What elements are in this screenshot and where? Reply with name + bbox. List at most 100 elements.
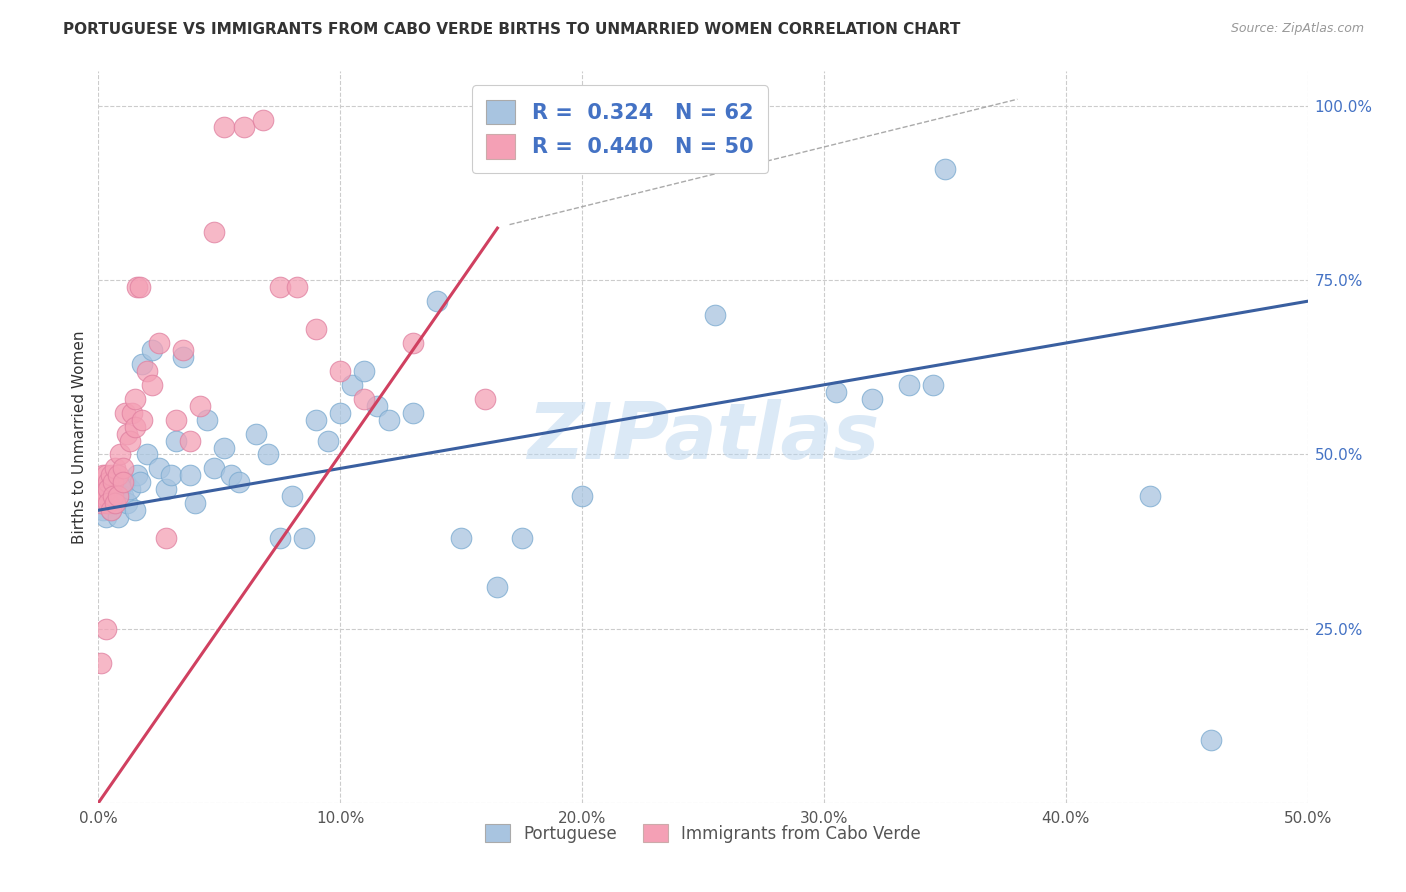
Point bbox=[127, 280, 149, 294]
Point bbox=[204, 225, 226, 239]
Point bbox=[131, 357, 153, 371]
Point bbox=[402, 406, 425, 420]
Point bbox=[100, 503, 122, 517]
Point bbox=[329, 406, 352, 420]
Point bbox=[94, 468, 117, 483]
Point bbox=[212, 120, 235, 134]
Point bbox=[90, 496, 112, 510]
Point bbox=[101, 483, 124, 497]
Point bbox=[212, 441, 235, 455]
Point bbox=[121, 406, 143, 420]
Point bbox=[94, 489, 117, 503]
Point bbox=[281, 489, 304, 503]
Point bbox=[353, 364, 375, 378]
Text: Source: ZipAtlas.com: Source: ZipAtlas.com bbox=[1230, 22, 1364, 36]
Point bbox=[97, 475, 120, 490]
Point bbox=[172, 350, 194, 364]
Point bbox=[252, 113, 274, 128]
Point bbox=[108, 483, 131, 497]
Point bbox=[188, 399, 211, 413]
Point bbox=[141, 343, 163, 357]
Point bbox=[97, 496, 120, 510]
Point bbox=[91, 483, 114, 497]
Point bbox=[165, 434, 187, 448]
Legend: Portuguese, Immigrants from Cabo Verde: Portuguese, Immigrants from Cabo Verde bbox=[479, 818, 927, 849]
Point bbox=[118, 434, 141, 448]
Point bbox=[426, 294, 449, 309]
Point bbox=[101, 489, 124, 503]
Point bbox=[124, 503, 146, 517]
Point bbox=[94, 510, 117, 524]
Point bbox=[316, 434, 339, 448]
Point bbox=[1199, 733, 1222, 747]
Point bbox=[108, 448, 131, 462]
Point bbox=[101, 475, 124, 490]
Point bbox=[232, 120, 254, 134]
Point bbox=[124, 392, 146, 406]
Point bbox=[366, 399, 388, 413]
Point bbox=[114, 406, 136, 420]
Point bbox=[285, 280, 308, 294]
Point bbox=[195, 412, 218, 426]
Point bbox=[860, 392, 883, 406]
Point bbox=[128, 280, 150, 294]
Point bbox=[91, 468, 114, 483]
Point bbox=[90, 657, 112, 671]
Point bbox=[165, 412, 187, 426]
Point bbox=[135, 364, 157, 378]
Point bbox=[117, 496, 139, 510]
Point bbox=[474, 392, 496, 406]
Text: PORTUGUESE VS IMMIGRANTS FROM CABO VERDE BIRTHS TO UNMARRIED WOMEN CORRELATION C: PORTUGUESE VS IMMIGRANTS FROM CABO VERDE… bbox=[63, 22, 960, 37]
Point bbox=[100, 503, 122, 517]
Point bbox=[228, 475, 250, 490]
Point bbox=[101, 496, 124, 510]
Point bbox=[107, 510, 129, 524]
Point bbox=[377, 412, 399, 426]
Point bbox=[571, 489, 593, 503]
Point bbox=[825, 384, 848, 399]
Point bbox=[921, 377, 943, 392]
Point bbox=[179, 434, 201, 448]
Point bbox=[329, 364, 352, 378]
Point bbox=[269, 531, 291, 545]
Point bbox=[97, 496, 120, 510]
Point bbox=[160, 468, 183, 483]
Point bbox=[353, 392, 375, 406]
Point bbox=[97, 483, 120, 497]
Point bbox=[450, 531, 472, 545]
Point bbox=[117, 426, 139, 441]
Point bbox=[127, 468, 149, 483]
Point bbox=[100, 468, 122, 483]
Point bbox=[148, 336, 170, 351]
Point bbox=[342, 377, 364, 392]
Point bbox=[292, 531, 315, 545]
Point bbox=[221, 468, 243, 483]
Point bbox=[91, 503, 114, 517]
Point bbox=[486, 580, 509, 594]
Point bbox=[104, 461, 127, 475]
Point bbox=[128, 475, 150, 490]
Point bbox=[305, 412, 328, 426]
Point bbox=[510, 531, 533, 545]
Point bbox=[100, 489, 122, 503]
Point bbox=[104, 489, 127, 503]
Point bbox=[148, 461, 170, 475]
Point bbox=[245, 426, 267, 441]
Point bbox=[124, 419, 146, 434]
Point bbox=[704, 308, 727, 322]
Point bbox=[94, 489, 117, 503]
Point bbox=[1139, 489, 1161, 503]
Point bbox=[118, 483, 141, 497]
Point bbox=[402, 336, 425, 351]
Point bbox=[94, 622, 117, 636]
Point bbox=[269, 280, 291, 294]
Point bbox=[90, 489, 112, 503]
Point bbox=[179, 468, 201, 483]
Point bbox=[172, 343, 194, 357]
Point bbox=[184, 496, 207, 510]
Point bbox=[305, 322, 328, 336]
Point bbox=[91, 496, 114, 510]
Point bbox=[111, 475, 134, 490]
Point bbox=[131, 412, 153, 426]
Point bbox=[111, 489, 134, 503]
